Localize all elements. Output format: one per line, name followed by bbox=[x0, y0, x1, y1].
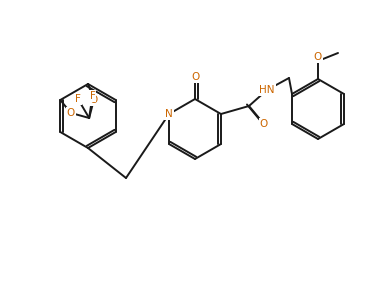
Text: O: O bbox=[67, 108, 75, 118]
Text: O: O bbox=[260, 119, 268, 129]
Text: F: F bbox=[75, 94, 81, 104]
Text: HN: HN bbox=[259, 85, 275, 95]
Text: O: O bbox=[90, 95, 98, 105]
Text: O: O bbox=[191, 72, 199, 82]
Text: O: O bbox=[314, 52, 322, 62]
Text: N: N bbox=[165, 109, 173, 119]
Text: F: F bbox=[89, 91, 95, 101]
